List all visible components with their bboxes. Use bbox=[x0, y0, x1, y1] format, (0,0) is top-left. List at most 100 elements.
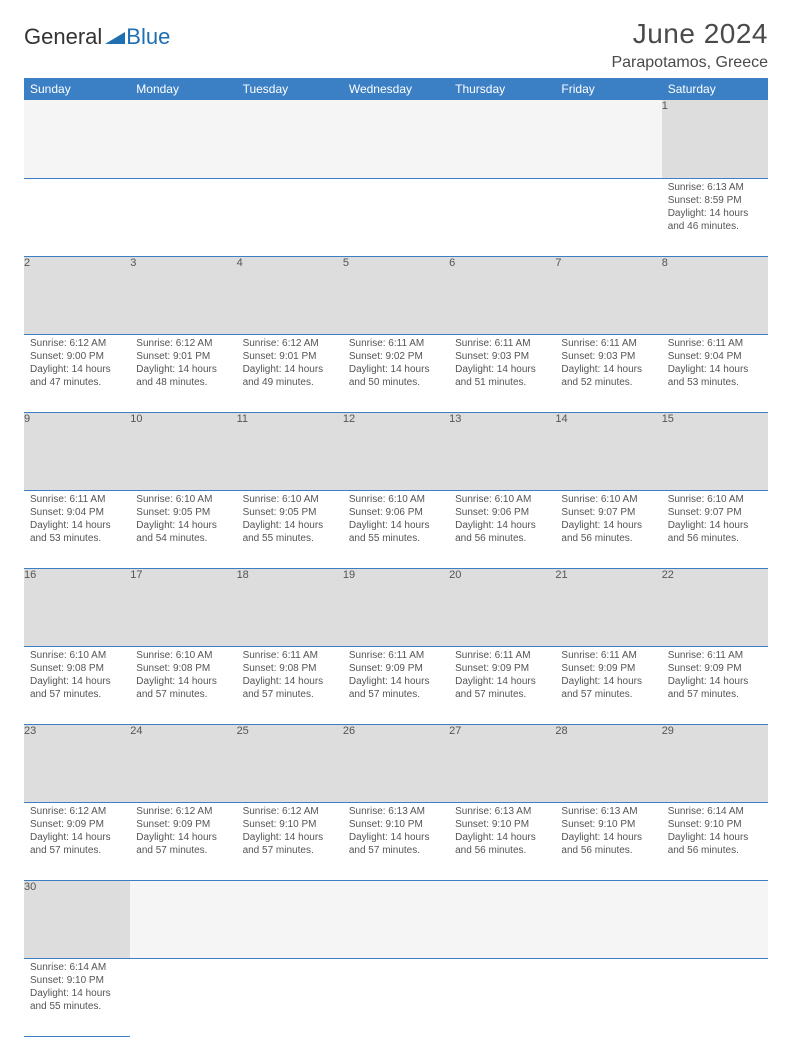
sunset-text: Sunset: 9:05 PM bbox=[136, 506, 230, 519]
day-cell: Sunrise: 6:11 AMSunset: 9:09 PMDaylight:… bbox=[555, 646, 661, 724]
day-cell: Sunrise: 6:12 AMSunset: 9:09 PMDaylight:… bbox=[24, 802, 130, 880]
day-number: 8 bbox=[662, 256, 768, 334]
daylight-text: and 57 minutes. bbox=[243, 844, 337, 857]
day-number bbox=[343, 100, 449, 178]
sunset-text: Sunset: 9:03 PM bbox=[561, 350, 655, 363]
sunset-text: Sunset: 9:01 PM bbox=[243, 350, 337, 363]
weekday-header: Sunday bbox=[24, 78, 130, 100]
day-content-row: Sunrise: 6:12 AMSunset: 9:00 PMDaylight:… bbox=[24, 334, 768, 412]
weekday-header: Monday bbox=[130, 78, 236, 100]
day-number-row: 9101112131415 bbox=[24, 412, 768, 490]
day-number: 5 bbox=[343, 256, 449, 334]
day-number: 24 bbox=[130, 724, 236, 802]
daylight-text: and 57 minutes. bbox=[349, 844, 443, 857]
day-cell: Sunrise: 6:10 AMSunset: 9:05 PMDaylight:… bbox=[237, 490, 343, 568]
sunset-text: Sunset: 9:04 PM bbox=[30, 506, 124, 519]
day-cell: Sunrise: 6:10 AMSunset: 9:06 PMDaylight:… bbox=[449, 490, 555, 568]
daylight-text: Daylight: 14 hours bbox=[668, 831, 762, 844]
sunrise-text: Sunrise: 6:11 AM bbox=[561, 649, 655, 662]
day-cell: Sunrise: 6:14 AMSunset: 9:10 PMDaylight:… bbox=[24, 958, 130, 1036]
calendar-table: Sunday Monday Tuesday Wednesday Thursday… bbox=[24, 78, 768, 1037]
day-number: 17 bbox=[130, 568, 236, 646]
day-number-row: 1 bbox=[24, 100, 768, 178]
daylight-text: Daylight: 14 hours bbox=[243, 831, 337, 844]
day-cell bbox=[24, 178, 130, 256]
daylight-text: Daylight: 14 hours bbox=[136, 519, 230, 532]
day-cell: Sunrise: 6:11 AMSunset: 9:02 PMDaylight:… bbox=[343, 334, 449, 412]
day-number: 15 bbox=[662, 412, 768, 490]
sunset-text: Sunset: 9:09 PM bbox=[136, 818, 230, 831]
day-cell bbox=[237, 178, 343, 256]
sunset-text: Sunset: 9:08 PM bbox=[243, 662, 337, 675]
sunrise-text: Sunrise: 6:12 AM bbox=[136, 337, 230, 350]
sunrise-text: Sunrise: 6:10 AM bbox=[136, 493, 230, 506]
day-number: 4 bbox=[237, 256, 343, 334]
day-number: 30 bbox=[24, 880, 130, 958]
daylight-text: Daylight: 14 hours bbox=[136, 363, 230, 376]
day-number bbox=[130, 100, 236, 178]
daylight-text: Daylight: 14 hours bbox=[668, 207, 762, 220]
daylight-text: Daylight: 14 hours bbox=[561, 831, 655, 844]
day-number: 23 bbox=[24, 724, 130, 802]
daylight-text: Daylight: 14 hours bbox=[136, 831, 230, 844]
sunrise-text: Sunrise: 6:11 AM bbox=[561, 337, 655, 350]
day-number: 3 bbox=[130, 256, 236, 334]
sunset-text: Sunset: 9:09 PM bbox=[455, 662, 549, 675]
sunrise-text: Sunrise: 6:10 AM bbox=[668, 493, 762, 506]
daylight-text: and 56 minutes. bbox=[668, 844, 762, 857]
day-number: 11 bbox=[237, 412, 343, 490]
day-cell: Sunrise: 6:10 AMSunset: 9:05 PMDaylight:… bbox=[130, 490, 236, 568]
daylight-text: and 54 minutes. bbox=[136, 532, 230, 545]
day-cell: Sunrise: 6:10 AMSunset: 9:08 PMDaylight:… bbox=[130, 646, 236, 724]
day-cell: Sunrise: 6:11 AMSunset: 9:03 PMDaylight:… bbox=[449, 334, 555, 412]
daylight-text: and 56 minutes. bbox=[455, 844, 549, 857]
sunset-text: Sunset: 9:04 PM bbox=[668, 350, 762, 363]
sunset-text: Sunset: 9:10 PM bbox=[243, 818, 337, 831]
daylight-text: and 47 minutes. bbox=[30, 376, 124, 389]
logo-text-a: General bbox=[24, 24, 102, 50]
sunrise-text: Sunrise: 6:10 AM bbox=[561, 493, 655, 506]
daylight-text: and 52 minutes. bbox=[561, 376, 655, 389]
month-title: June 2024 bbox=[611, 18, 768, 50]
day-number: 7 bbox=[555, 256, 661, 334]
weekday-header: Saturday bbox=[662, 78, 768, 100]
sunrise-text: Sunrise: 6:13 AM bbox=[561, 805, 655, 818]
day-cell bbox=[343, 178, 449, 256]
daylight-text: Daylight: 14 hours bbox=[30, 987, 124, 1000]
day-number bbox=[130, 880, 236, 958]
day-cell: Sunrise: 6:13 AMSunset: 9:10 PMDaylight:… bbox=[343, 802, 449, 880]
sunset-text: Sunset: 9:08 PM bbox=[30, 662, 124, 675]
daylight-text: and 55 minutes. bbox=[30, 1000, 124, 1013]
weekday-header: Thursday bbox=[449, 78, 555, 100]
daylight-text: Daylight: 14 hours bbox=[243, 675, 337, 688]
sunrise-text: Sunrise: 6:14 AM bbox=[668, 805, 762, 818]
sunset-text: Sunset: 9:06 PM bbox=[455, 506, 549, 519]
day-content-row: Sunrise: 6:14 AMSunset: 9:10 PMDaylight:… bbox=[24, 958, 768, 1036]
sunrise-text: Sunrise: 6:12 AM bbox=[243, 805, 337, 818]
day-cell: Sunrise: 6:12 AMSunset: 9:01 PMDaylight:… bbox=[130, 334, 236, 412]
daylight-text: and 57 minutes. bbox=[668, 688, 762, 701]
header: General Blue June 2024 Parapotamos, Gree… bbox=[24, 18, 768, 72]
daylight-text: Daylight: 14 hours bbox=[30, 363, 124, 376]
daylight-text: and 51 minutes. bbox=[455, 376, 549, 389]
logo-triangle-icon bbox=[105, 24, 125, 50]
sunset-text: Sunset: 9:09 PM bbox=[30, 818, 124, 831]
daylight-text: Daylight: 14 hours bbox=[30, 675, 124, 688]
day-content-row: Sunrise: 6:11 AMSunset: 9:04 PMDaylight:… bbox=[24, 490, 768, 568]
daylight-text: and 56 minutes. bbox=[561, 844, 655, 857]
daylight-text: and 50 minutes. bbox=[349, 376, 443, 389]
day-number bbox=[662, 880, 768, 958]
day-number: 26 bbox=[343, 724, 449, 802]
daylight-text: Daylight: 14 hours bbox=[561, 363, 655, 376]
day-cell: Sunrise: 6:11 AMSunset: 9:09 PMDaylight:… bbox=[343, 646, 449, 724]
day-number: 1 bbox=[662, 100, 768, 178]
day-content-row: Sunrise: 6:13 AMSunset: 8:59 PMDaylight:… bbox=[24, 178, 768, 256]
day-number bbox=[24, 100, 130, 178]
daylight-text: Daylight: 14 hours bbox=[561, 519, 655, 532]
sunrise-text: Sunrise: 6:14 AM bbox=[30, 961, 124, 974]
day-number: 10 bbox=[130, 412, 236, 490]
day-number bbox=[449, 100, 555, 178]
day-cell: Sunrise: 6:12 AMSunset: 9:01 PMDaylight:… bbox=[237, 334, 343, 412]
day-number: 21 bbox=[555, 568, 661, 646]
sunrise-text: Sunrise: 6:11 AM bbox=[455, 649, 549, 662]
